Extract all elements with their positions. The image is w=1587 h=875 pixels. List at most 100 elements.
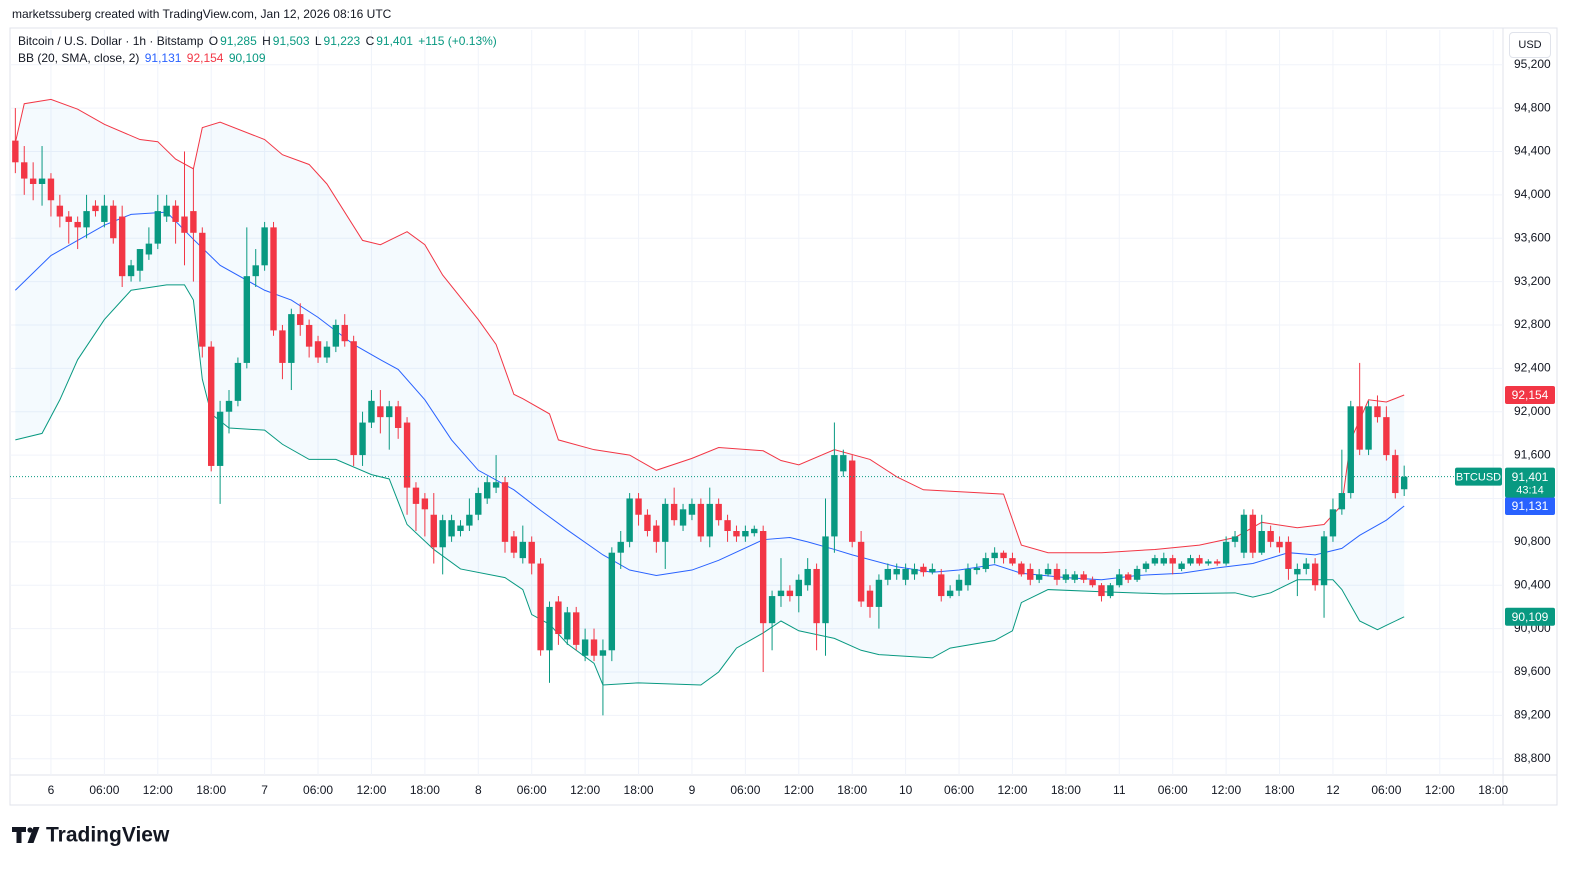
candle-body [74, 221, 81, 228]
candle-body [1392, 455, 1399, 494]
price-badge [1505, 607, 1555, 626]
candle-body [946, 590, 954, 597]
candle-body [1089, 579, 1096, 586]
candle-body [1311, 563, 1319, 586]
candle-body [483, 482, 491, 499]
candle-body [626, 498, 633, 542]
x-tick-label: 18:00 [1051, 783, 1081, 797]
y-tick-label: 94,000 [1514, 187, 1551, 201]
candle-body [1080, 574, 1087, 580]
x-tick-label: 06:00 [303, 783, 333, 797]
x-tick-label: 06:00 [89, 783, 119, 797]
candle-body [1205, 561, 1212, 564]
candle-body [813, 568, 820, 624]
candle-body [448, 520, 455, 537]
x-tick-label: 9 [689, 783, 696, 797]
x-tick-label: 06:00 [730, 783, 760, 797]
x-tick-label: 10 [899, 783, 913, 797]
candle-body [982, 558, 989, 569]
candle-body [1258, 531, 1265, 553]
candle-body [243, 276, 251, 363]
candle-body [795, 579, 802, 597]
x-tick-label: 06:00 [1371, 783, 1401, 797]
candle-body [110, 205, 117, 239]
y-tick-label: 89,200 [1514, 708, 1551, 722]
candle-body [519, 541, 527, 559]
candle-body [261, 227, 268, 266]
currency[interactable]: USD [1509, 32, 1551, 58]
band-line [15, 284, 1405, 686]
candle-body [777, 590, 785, 597]
candle-body [38, 178, 46, 184]
x-tick-label: 6 [48, 783, 55, 797]
candle-body [1027, 568, 1034, 580]
candle-body [56, 205, 64, 217]
brand: TradingView [46, 824, 170, 847]
brand-logo: TradingView [12, 824, 170, 847]
candle-body [208, 346, 215, 466]
candle-body [127, 265, 135, 277]
candle-body [368, 400, 375, 423]
candle-body [492, 482, 500, 488]
candle-body [715, 503, 722, 521]
candle-body [991, 552, 998, 559]
candle-body [1071, 574, 1078, 580]
candle-body [92, 205, 99, 212]
x-tick-label: 7 [261, 783, 268, 797]
price-badge-label: 90,109 [1512, 610, 1549, 624]
price-badge [1505, 386, 1555, 405]
candle-body [1320, 536, 1328, 586]
candle-body [1249, 514, 1257, 553]
y-tick-label: 93,600 [1514, 230, 1551, 244]
candle-body [1018, 563, 1025, 575]
candle-body [573, 612, 580, 645]
candle-body [332, 324, 340, 347]
candle-body [1267, 531, 1274, 542]
candle-body [1196, 558, 1203, 564]
candle-body [305, 324, 313, 347]
y-tick-label: 94,400 [1514, 144, 1551, 158]
indicator-value: 92,154 [186, 51, 224, 65]
x-tick-label: 18:00 [1478, 783, 1508, 797]
y-tick-label: 88,800 [1514, 751, 1551, 765]
candle-body [1400, 476, 1408, 490]
candle-body [1107, 585, 1114, 597]
candle-body [163, 205, 170, 217]
candle-body [101, 205, 108, 222]
x-tick-label: 18:00 [1265, 783, 1295, 797]
candle-body [47, 178, 55, 201]
candle-body [608, 552, 616, 651]
candle-body [252, 265, 259, 277]
candle-body [929, 568, 936, 573]
candle-body [403, 422, 411, 488]
candle-body [1151, 558, 1159, 564]
candle-body [1044, 568, 1052, 575]
candle-body [804, 568, 811, 586]
candle-body [1062, 574, 1070, 580]
candle-body [911, 568, 918, 575]
candle-body [466, 514, 473, 526]
candle-body [1035, 574, 1043, 580]
candle-body [475, 493, 482, 515]
candle-body [1338, 493, 1346, 510]
candle-body [893, 568, 900, 575]
candle-body [697, 503, 705, 537]
ohlc-value: 91,285 [220, 34, 257, 48]
candle-body [225, 400, 233, 412]
y-tick-label: 90,800 [1514, 534, 1551, 548]
x-tick-label: 12 [1326, 783, 1340, 797]
candle-body [1383, 417, 1390, 456]
candle-body [866, 590, 874, 607]
ohlc-key: C [365, 34, 375, 48]
candle-body [1116, 574, 1123, 586]
last-price-badge [1505, 467, 1555, 498]
y-tick-label: 92,800 [1514, 317, 1551, 331]
candle-body [670, 503, 678, 521]
ohlc-key: O [208, 34, 219, 48]
change: +115 (+0.13%) [418, 34, 497, 48]
x-tick-label: 06:00 [517, 783, 547, 797]
candle-body [21, 162, 28, 179]
